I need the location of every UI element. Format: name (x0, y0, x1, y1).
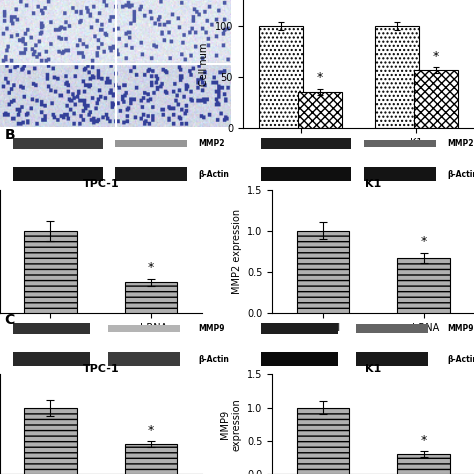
Bar (259, 26, 303, 128)
Text: β-Actin: β-Actin (199, 355, 229, 364)
Bar (108, 352, 180, 366)
Text: *: * (433, 50, 439, 64)
Bar (356, 352, 428, 366)
Y-axis label: MMP9
expression: MMP9 expression (220, 398, 242, 451)
Bar (297, 408, 349, 474)
Bar (414, 70, 458, 128)
Y-axis label: MMP2 expression: MMP2 expression (232, 209, 242, 294)
Bar (261, 138, 351, 149)
Bar (125, 283, 177, 313)
Bar (298, 92, 342, 128)
Bar (261, 167, 351, 181)
Bar (364, 140, 436, 147)
Bar (116, 167, 187, 181)
Bar (24, 408, 77, 474)
Title: TPC-1: TPC-1 (82, 179, 119, 189)
Text: MMP2: MMP2 (447, 139, 474, 148)
Text: MMP9: MMP9 (199, 324, 225, 333)
Text: *: * (148, 424, 155, 437)
Bar (397, 258, 450, 313)
Title: K1: K1 (365, 364, 381, 374)
Text: β-Actin: β-Actin (199, 170, 229, 179)
Bar (108, 325, 180, 332)
Bar (364, 167, 436, 181)
Bar (261, 323, 338, 334)
Text: MMP9: MMP9 (447, 324, 474, 333)
Bar (116, 140, 187, 147)
Text: *: * (420, 435, 427, 447)
Bar (261, 352, 338, 366)
Text: B: B (5, 128, 15, 142)
Bar (13, 352, 90, 366)
Text: MMP2: MMP2 (199, 139, 225, 148)
Text: C: C (5, 313, 15, 327)
Text: *: * (420, 235, 427, 248)
Text: *: * (148, 261, 155, 274)
Bar (24, 231, 77, 313)
Bar (356, 324, 428, 333)
Bar (297, 231, 349, 313)
Bar (13, 323, 90, 334)
Title: TPC-1: TPC-1 (82, 364, 119, 374)
Bar (13, 167, 102, 181)
Bar (13, 138, 102, 149)
Title: K1: K1 (365, 179, 381, 189)
Bar (397, 454, 450, 474)
Bar (374, 26, 419, 128)
Text: β-Actin: β-Actin (447, 170, 474, 179)
Text: *: * (317, 71, 323, 84)
Bar (125, 444, 177, 474)
Y-axis label: Cell num: Cell num (199, 42, 209, 86)
Text: β-Actin: β-Actin (447, 355, 474, 364)
